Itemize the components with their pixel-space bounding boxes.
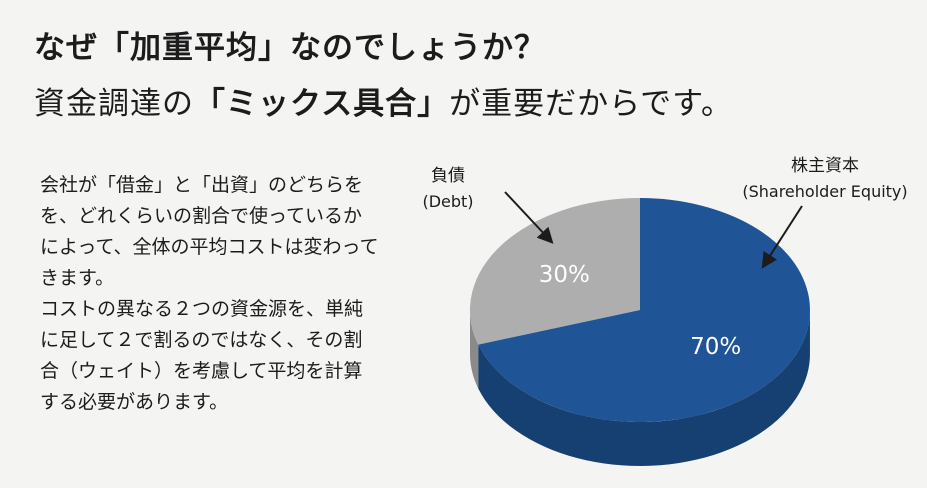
title-line-2-prefix: 資金調達の [34,86,194,122]
equity-arrow [761,205,803,269]
title-line-2: 資金調達の「ミックス具合」が重要だからです。 [34,78,733,123]
debt-label: 負債 [431,166,465,186]
pie-top-faces [470,198,811,422]
equity-side-wall [478,312,810,466]
debt-slice [470,198,640,345]
explanation-paragraph-1: 会社が「借金」と「出資」のどちらをを、どれくらいの割合で使っているかによって、全… [40,174,379,289]
title-line-1: なぜ「加重平均」なのでしょうか？ [34,30,546,66]
debt-arrow [504,191,554,244]
title-line-2-emphasis: 「ミックス具合」 [194,86,450,122]
debt-side-wall [470,310,479,389]
debt-value-label: 30% [539,262,590,288]
explanation-text: 会社が「借金」と「出資」のどちらをを、どれくらいの割合で使っているかによって、全… [40,170,380,418]
equity-sublabel: (Shareholder Equity) [742,182,907,201]
title-line-2-suffix: が重要だからです。 [449,86,734,122]
debt-sublabel: (Debt) [422,192,473,211]
equity-value-label: 70% [690,334,741,360]
pie-value-labels: 30% 70% [539,262,741,360]
explanation-paragraph-2: コストの異なる２つの資金源を、単純に足して２で割るのではなく、その割合（ウェイト… [40,298,364,413]
pie-side-walls [470,310,810,466]
equity-slice [478,198,811,422]
equity-label: 株主資本 [791,156,859,176]
